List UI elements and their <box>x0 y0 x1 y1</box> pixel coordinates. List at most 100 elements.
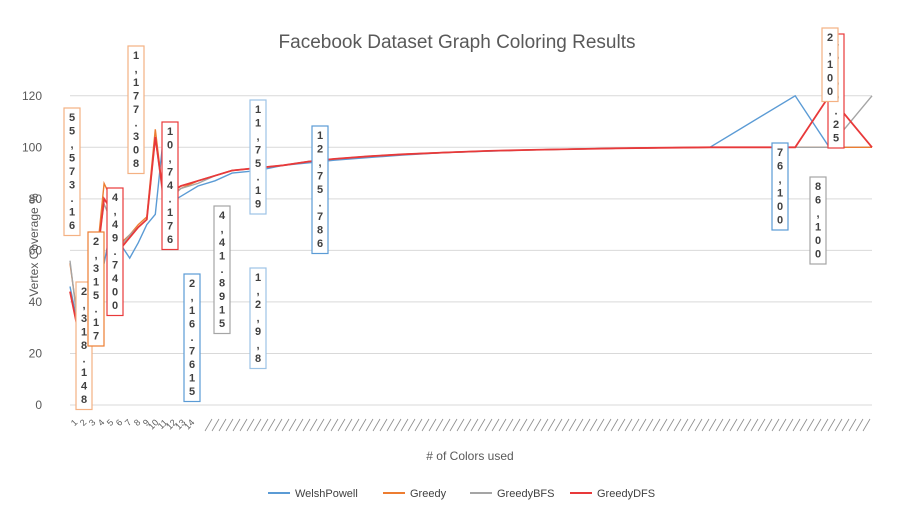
x-tick-hatch <box>764 418 773 432</box>
x-tick-hatch <box>813 418 822 432</box>
x-tick-hatch <box>715 418 724 432</box>
x-tick-hatch <box>239 418 248 432</box>
x-tick-hatch <box>582 418 591 432</box>
y-tick-label: 120 <box>22 89 42 103</box>
x-tick-hatch <box>218 418 227 432</box>
x-tick-hatch <box>351 418 360 432</box>
x-tick-hatch <box>288 418 297 432</box>
x-tick-hatch <box>596 418 605 432</box>
x-tick-hatch <box>442 418 451 432</box>
x-tick-hatch <box>771 418 780 432</box>
callout-box <box>311 125 329 255</box>
x-tick-hatch <box>358 418 367 432</box>
x-tick-label: 14 <box>182 417 196 431</box>
legend-label: GreedyBFS <box>497 488 554 500</box>
callout-box <box>249 267 267 370</box>
x-tick-hatch <box>757 418 766 432</box>
x-tick-label: 6 <box>114 417 125 428</box>
x-tick-hatch <box>778 418 787 432</box>
x-tick-hatch <box>841 418 850 432</box>
callout-label: 1,2,9,8 <box>255 272 261 365</box>
x-tick-hatch <box>330 418 339 432</box>
callout-box <box>63 107 81 237</box>
x-tick-hatch <box>806 418 815 432</box>
x-tick-hatch <box>421 418 430 432</box>
x-tick-hatch <box>344 418 353 432</box>
legend-item-greedybfs: GreedyBFS <box>470 488 554 500</box>
x-tick-hatch <box>428 418 437 432</box>
grid <box>70 95 872 406</box>
x-tick-hatch <box>253 418 262 432</box>
x-tick-hatch <box>414 418 423 432</box>
x-tick-hatch <box>862 418 871 432</box>
x-tick-hatch <box>316 418 325 432</box>
legend-item-greedy: Greedy <box>383 488 447 500</box>
x-tick-hatch <box>512 418 521 432</box>
callout-box <box>249 99 267 215</box>
x-tick-hatch <box>610 418 619 432</box>
x-tick-hatch <box>281 418 290 432</box>
x-tick-hatch <box>659 418 668 432</box>
x-tick-hatch <box>701 418 710 432</box>
x-tick-hatch <box>652 418 661 432</box>
callout-box <box>87 231 105 347</box>
chart-title: Facebook Dataset Graph Coloring Results <box>279 32 636 53</box>
callout-box <box>183 273 201 403</box>
x-tick-hatch <box>687 418 696 432</box>
x-tick-hatch <box>393 418 402 432</box>
x-tick-hatch <box>337 418 346 432</box>
x-tick-hatch <box>498 418 507 432</box>
x-tick-label: 8 <box>132 417 143 428</box>
x-tick-hatch <box>463 418 472 432</box>
x-tick-label: 1 <box>69 417 80 428</box>
legend-item-welshpowell: WelshPowell <box>268 488 358 500</box>
x-tick-hatch <box>736 418 745 432</box>
x-tick-hatch <box>295 418 304 432</box>
x-tick-hatch <box>785 418 794 432</box>
x-tick-hatch <box>484 418 493 432</box>
x-tick-hatch <box>834 418 843 432</box>
x-tick-hatch <box>638 418 647 432</box>
x-tick-hatch <box>225 418 234 432</box>
x-tick-hatch <box>561 418 570 432</box>
x-tick-hatch <box>407 418 416 432</box>
x-tick-label: 5 <box>105 417 116 428</box>
x-tick-hatch <box>519 418 528 432</box>
x-tick-hatch <box>449 418 458 432</box>
x-tick-hatch <box>456 418 465 432</box>
x-tick-hatch <box>722 418 731 432</box>
x-tick-hatch <box>645 418 654 432</box>
y-tick-label: 20 <box>29 346 43 360</box>
x-tick-hatch <box>799 418 808 432</box>
y-axis-label: Vertex Coverage % <box>27 193 41 297</box>
x-tick-hatch <box>680 418 689 432</box>
legend-item-greedydfs: GreedyDFS <box>570 488 655 500</box>
x-tick-label: 2 <box>78 417 89 428</box>
legend-label: Greedy <box>410 488 447 500</box>
x-tick-hatch <box>491 418 500 432</box>
x-tick-hatch <box>274 418 283 432</box>
x-tick-hatch <box>505 418 514 432</box>
x-tick-label: 3 <box>87 417 98 428</box>
x-tick-hatch <box>554 418 563 432</box>
legend: WelshPowell Greedy GreedyBFS GreedyDFS <box>268 488 655 500</box>
y-tick-label: 40 <box>29 295 43 309</box>
legend-label: WelshPowell <box>295 488 358 500</box>
